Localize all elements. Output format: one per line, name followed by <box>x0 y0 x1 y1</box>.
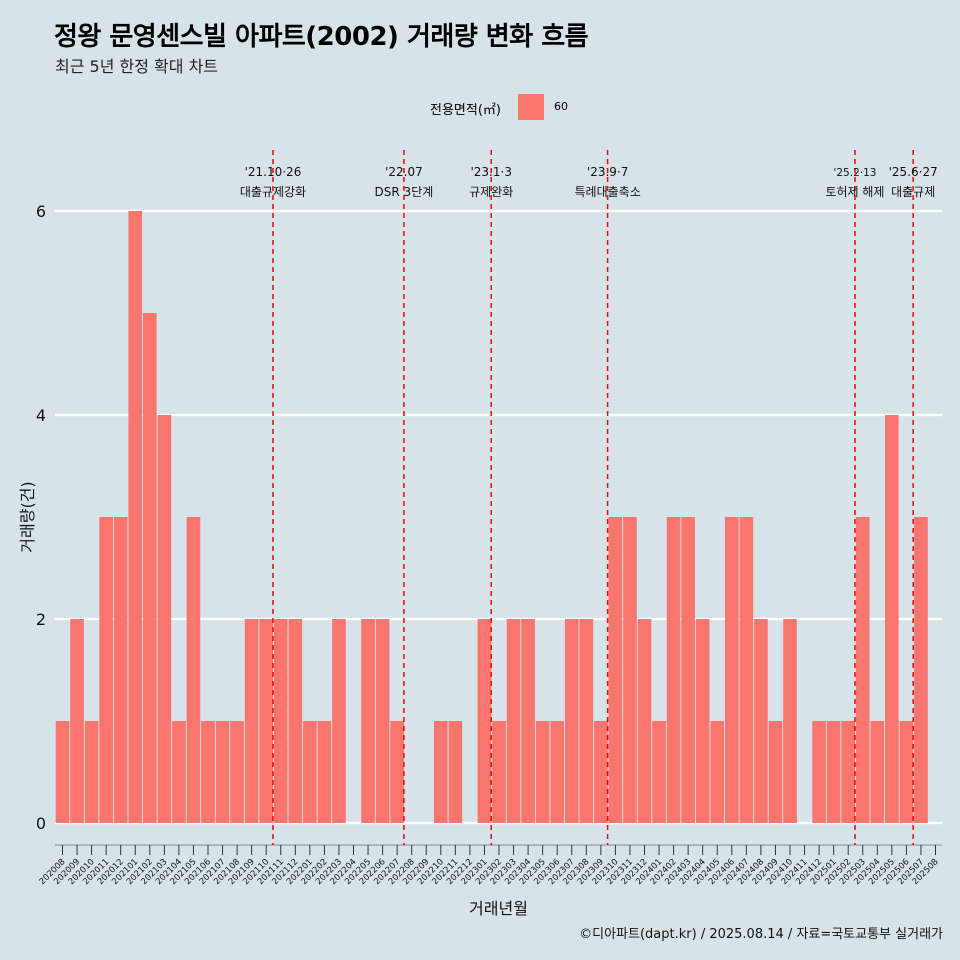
y-tick-label: 6 <box>36 202 46 221</box>
bar <box>303 721 317 823</box>
bar <box>841 721 856 823</box>
event-date-label: '23.9·7 <box>587 165 628 179</box>
event-text-label: 토허제 해제 <box>825 185 884 199</box>
bar <box>172 721 186 823</box>
legend: 전용면적(㎡) 60 <box>0 93 960 121</box>
bar <box>594 721 608 823</box>
bar <box>332 619 346 823</box>
bar <box>244 619 259 823</box>
bar <box>885 415 899 823</box>
event-date-label: '25.2·13 <box>833 167 876 179</box>
bar <box>113 517 128 823</box>
bar <box>550 721 565 823</box>
bar <box>637 619 652 823</box>
bar <box>739 517 754 823</box>
bar <box>855 517 870 823</box>
bar <box>666 517 681 823</box>
bar <box>201 721 215 823</box>
event-date-label: '25.6·27 <box>889 165 938 179</box>
bar <box>317 721 332 823</box>
event-text-label: 규제완화 <box>469 185 513 199</box>
bar <box>608 517 623 823</box>
event-date-label: '23.1·3 <box>470 165 511 179</box>
bar <box>84 721 99 823</box>
bar <box>477 619 492 823</box>
y-tick-label: 4 <box>36 406 46 425</box>
bar <box>652 721 666 823</box>
y-axis-title: 거래량(건) <box>18 481 37 552</box>
bar <box>492 721 506 823</box>
bar <box>375 619 390 823</box>
event-date-label: '22.07 <box>385 165 423 179</box>
bar <box>448 721 463 823</box>
bar <box>142 313 157 823</box>
bar <box>564 619 579 823</box>
y-tick-label: 0 <box>36 814 46 833</box>
bar <box>579 619 594 823</box>
bar <box>157 415 172 823</box>
bar <box>826 721 841 823</box>
bar <box>259 619 274 823</box>
event-text-label: 대출규제강화 <box>240 185 306 199</box>
source-caption: ©디아파트(dapt.kr) / 2025.08.14 / 자료=국토교통부 실… <box>579 927 943 942</box>
bar <box>681 517 695 823</box>
bar <box>288 619 303 823</box>
bar <box>230 721 244 823</box>
bar <box>186 517 201 823</box>
event-text-label: 특례대출축소 <box>575 185 641 199</box>
bar <box>754 619 768 823</box>
legend-label: 60 <box>554 100 568 113</box>
bar <box>273 619 288 823</box>
bar <box>433 721 448 823</box>
x-axis-title: 거래년월 <box>469 899 528 918</box>
bar <box>215 721 230 823</box>
bar <box>899 721 914 823</box>
y-tick-label: 2 <box>36 610 46 629</box>
bar <box>390 721 404 823</box>
bar <box>783 619 797 823</box>
chart-subtitle: 최근 5년 한정 확대 차트 <box>55 57 219 76</box>
event-date-label: '21.10·26 <box>245 165 302 179</box>
bar <box>812 721 826 823</box>
event-text-label: 대출규제 <box>891 185 935 199</box>
bar <box>535 721 550 823</box>
bar <box>521 619 535 823</box>
bar <box>99 517 113 823</box>
bar <box>724 517 739 823</box>
bar <box>914 517 928 823</box>
bar <box>361 619 375 823</box>
bar <box>55 721 70 823</box>
bar <box>695 619 710 823</box>
bar <box>710 721 725 823</box>
bar <box>870 721 885 823</box>
bar <box>70 619 84 823</box>
chart-title: 정왕 문영센스빌 아파트(2002) 거래량 변화 흐름 <box>54 22 589 52</box>
legend-swatch <box>518 94 544 120</box>
bar <box>623 517 637 823</box>
bar <box>768 721 783 823</box>
legend-title: 전용면적(㎡) <box>430 103 501 118</box>
bar <box>506 619 521 823</box>
event-text-label: DSR 3단계 <box>375 185 434 199</box>
bar <box>128 211 143 823</box>
